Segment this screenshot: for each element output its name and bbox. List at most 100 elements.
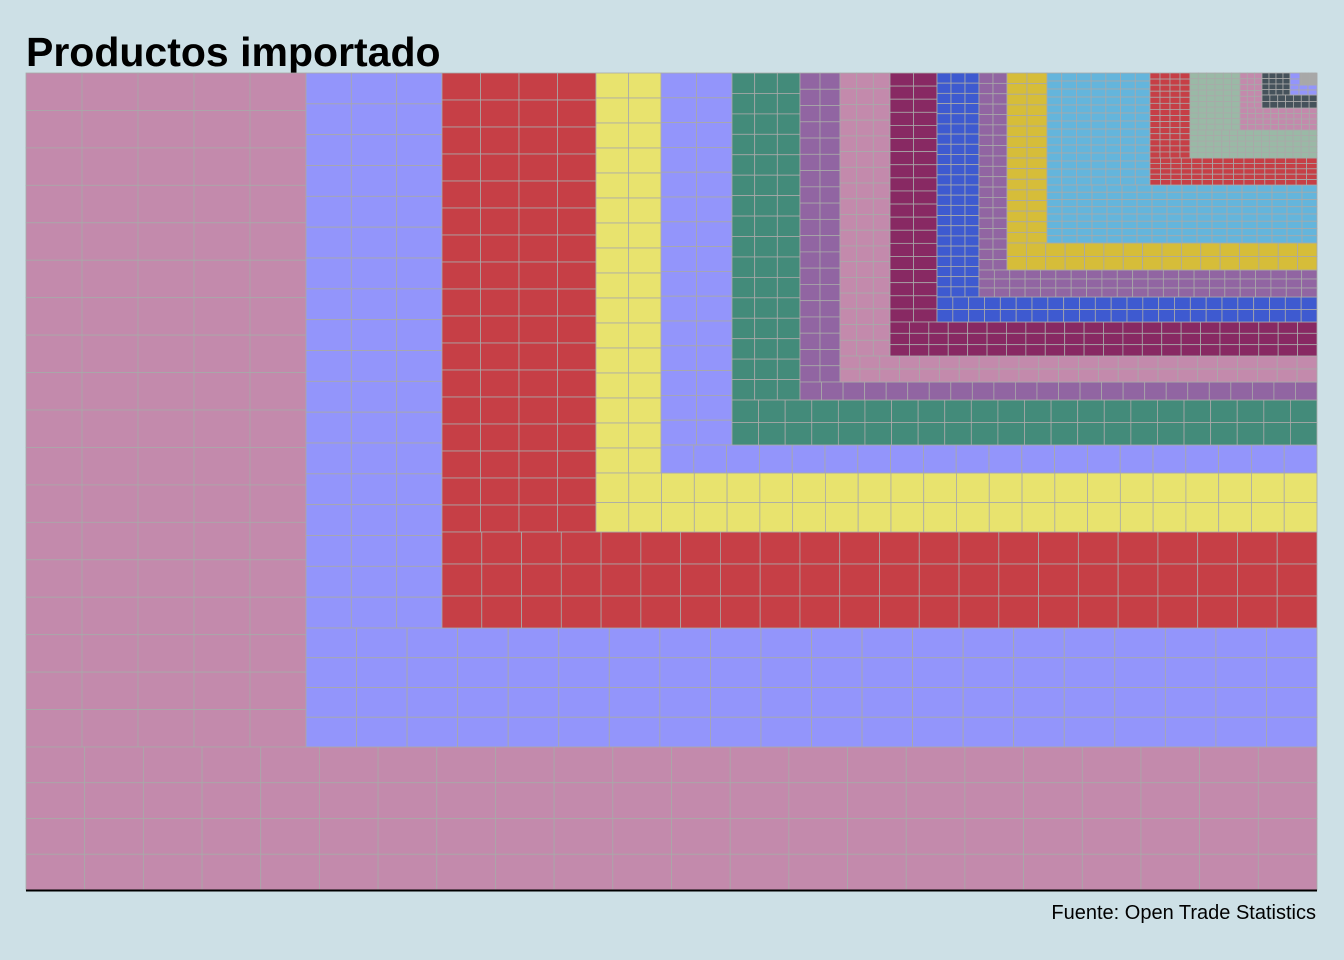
treemap-group-11-tile (1255, 269, 1272, 280)
treemap-group-14-tile (1169, 84, 1181, 92)
treemap-group-16-tile (1254, 72, 1263, 80)
treemap-group-13-tile (1136, 220, 1153, 229)
treemap-group-11-tile (1178, 278, 1195, 289)
treemap-group-9-tile (913, 72, 938, 87)
treemap-group-14-tile (1179, 96, 1191, 104)
treemap-group-14-tile (1274, 162, 1287, 170)
treemap-group-11-tile (992, 238, 1008, 250)
treemap-group-1-tile (847, 782, 907, 819)
treemap-group-13-tile (1046, 228, 1063, 237)
treemap-group-15-tile (1189, 112, 1199, 120)
treemap-group-13-tile (1061, 136, 1077, 146)
treemap-group-15-tile (1253, 135, 1262, 142)
treemap-group-6-tile (731, 195, 756, 217)
treemap-group-15-tile (1197, 118, 1208, 125)
treemap-group-1-tile (25, 372, 83, 411)
treemap-group-13-tile (1286, 184, 1303, 193)
treemap-group-13-tile (1181, 191, 1198, 200)
treemap-group-10-tile (950, 82, 966, 94)
treemap-group-4-tile (857, 502, 892, 533)
treemap-group-1-tile (671, 746, 731, 784)
treemap-group-13-tile (1134, 152, 1151, 162)
treemap-group-13-tile (1061, 228, 1078, 237)
treemap-group-13-tile (1181, 220, 1198, 229)
treemap-group-7-tile (819, 218, 841, 237)
treemap-group-2-tile (1114, 687, 1166, 718)
treemap-group-9-tile (1277, 321, 1298, 334)
treemap-group-11-tile (978, 269, 995, 280)
treemap-group-4-tile (988, 472, 1023, 503)
treemap-group-8-tile (839, 292, 858, 310)
treemap-group-13-tile (1166, 220, 1183, 229)
treemap-group-15-tile (1231, 89, 1241, 97)
treemap-group-14-tile (1233, 157, 1245, 164)
treemap-group-11-tile (978, 72, 994, 84)
treemap-group-13-tile (1121, 235, 1138, 244)
treemap-group-1-tile (25, 334, 83, 373)
treemap-group-14-tile (1159, 109, 1171, 116)
treemap-group-14-tile (1179, 84, 1191, 92)
treemap-group-3-tile (640, 595, 682, 629)
treemap-group-10-tile (1110, 296, 1128, 310)
treemap-group-15-tile (1268, 135, 1278, 142)
treemap-group-10-tile (1015, 296, 1033, 310)
treemap-group-15-tile (1214, 106, 1224, 114)
treemap-group-5-tile (660, 196, 697, 223)
treemap-group-10-tile (1158, 309, 1175, 323)
treemap-group-12-tile (1006, 146, 1028, 159)
treemap-group-7-tile (819, 332, 841, 350)
treemap-group-15-tile (1222, 101, 1233, 108)
treemap-group-14-tile (1212, 173, 1224, 180)
treemap-group-4-tile (923, 472, 957, 503)
treemap-group-17-tile (1282, 72, 1291, 79)
treemap-group-13-tile (1134, 128, 1151, 138)
treemap-group-9-tile (913, 203, 938, 218)
treemap-group-15-tile (1197, 112, 1208, 120)
treemap-group-2-tile (1215, 627, 1267, 659)
treemap-group-15-tile (1229, 151, 1239, 159)
treemap-group-11-tile (1009, 269, 1026, 280)
treemap-group-9-tile (1297, 332, 1318, 346)
treemap-group-16-tile (1270, 118, 1279, 125)
treemap-group-1-tile (193, 297, 251, 336)
treemap-group-1-tile (729, 782, 790, 819)
treemap-group-4-tile (628, 172, 662, 199)
treemap-group-2-tile (406, 657, 459, 688)
treemap-group-13-tile (1090, 120, 1107, 130)
treemap-group-14-tile (1159, 151, 1171, 159)
treemap-group-10-tile (1079, 296, 1096, 310)
treemap-group-15-tile (1245, 151, 1254, 159)
treemap-group-1-tile (137, 297, 195, 336)
treemap-group-10-tile (936, 266, 952, 278)
treemap-group-13-tile (1241, 235, 1258, 244)
treemap-group-1-tile (81, 259, 139, 299)
treemap-group-9-tile (889, 138, 914, 153)
treemap-group-1-tile (1199, 746, 1259, 784)
treemap-group-12-tile (1025, 242, 1047, 257)
treemap-group-15-tile (1214, 118, 1224, 125)
treemap-group-2-tile (350, 103, 398, 136)
treemap-group-7-tile (1165, 381, 1189, 401)
treemap-group-1-tile (193, 110, 251, 149)
treemap-group-10-tile (964, 92, 980, 104)
treemap-group-5-tile (660, 146, 697, 173)
treemap-group-2-tile (962, 687, 1015, 718)
treemap-group-10-tile (950, 215, 966, 227)
treemap-group-10-tile (950, 204, 966, 216)
treemap-group-7-tile (1273, 381, 1296, 401)
treemap-group-11-tile (992, 155, 1008, 167)
treemap-group-6-tile (776, 215, 801, 237)
treemap-group-15-tile (1237, 146, 1246, 153)
treemap-group-13-tile (1046, 112, 1063, 122)
treemap-group-9-tile (1141, 321, 1163, 334)
treemap-group-15-tile (1276, 129, 1286, 136)
treemap-group-12-tile (1064, 256, 1085, 271)
treemap-group-13-tile (1120, 160, 1136, 170)
treemap-group-14-tile (1149, 168, 1161, 175)
treemap-group-4-tile (1251, 502, 1285, 533)
treemap-group-8-tile (1276, 355, 1298, 370)
treemap-group-14-tile (1264, 162, 1276, 170)
treemap-group-8-tile (839, 368, 861, 383)
treemap-group-14-tile (1170, 173, 1182, 180)
treemap-group-14-tile (1222, 168, 1234, 175)
